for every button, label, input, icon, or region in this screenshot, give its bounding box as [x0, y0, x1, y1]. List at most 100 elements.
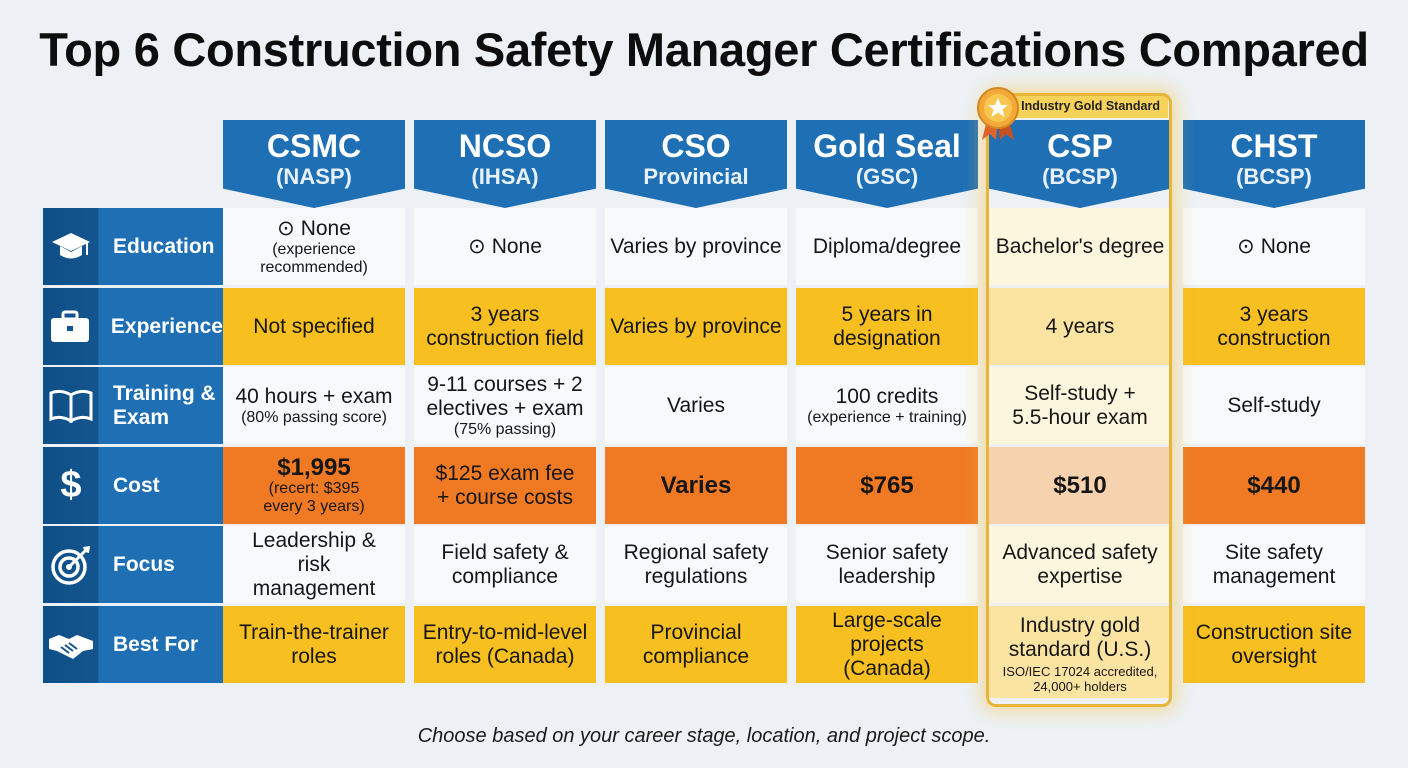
best-for-cell-chst: Construction site oversight	[1183, 606, 1365, 683]
footer-note: Choose based on your career stage, locat…	[417, 725, 991, 747]
cost-cell-csp: $510	[989, 447, 1171, 524]
column-header-ncso: NCSO (IHSA)	[414, 120, 596, 208]
row-header-experience: Experience	[43, 288, 223, 365]
cell-main: Site safety management	[1212, 540, 1336, 588]
cell-main: Advanced safety expertise	[1002, 540, 1158, 588]
dollar-sign-icon: $	[60, 464, 82, 506]
row-label: Education	[113, 234, 215, 258]
focus-cell-gold-seal: Senior safety leadership	[796, 526, 978, 603]
cost-cell-csmc: $1,995 (recert: $395 every 3 years)	[223, 447, 405, 524]
cost-cell-gold-seal: $765	[796, 447, 978, 524]
badge-label: Industry Gold Standard	[1021, 99, 1160, 113]
education-cell-ncso: ⊙ None	[414, 208, 596, 285]
cell-main: None	[300, 216, 351, 240]
cell-main: Industry gold standard (U.S.)	[1008, 614, 1152, 661]
cell-sub: (75% passing)	[453, 420, 557, 438]
cell-main: Self-study	[1227, 393, 1321, 417]
cell-main: Field safety & compliance	[441, 540, 569, 588]
training-cell-gold-seal: 100 credits (experience + training)	[796, 367, 978, 444]
column-header-chst: CHST (BCSP)	[1183, 120, 1365, 208]
row-label: Cost	[113, 473, 160, 497]
open-book-icon	[43, 367, 99, 444]
graduation-cap-icon	[43, 208, 99, 285]
focus-cell-cso: Regional safety regulations	[605, 526, 787, 603]
focus-cell-csmc: Leadership & risk management	[223, 526, 405, 603]
row-label: Experience	[110, 314, 223, 338]
handshake-icon	[43, 606, 99, 683]
column-name: CHST	[1230, 128, 1318, 164]
cell-main: Regional safety regulations	[623, 540, 769, 588]
cell-main: Train-the-trainer roles	[239, 620, 389, 668]
education-cell-csmc: ⊙ None (experience recommended)	[223, 208, 405, 285]
training-cell-ncso: 9-11 courses + 2 electives + exam (75% p…	[414, 367, 596, 444]
cell-main: Not specified	[253, 314, 375, 338]
training-cell-cso: Varies	[605, 367, 787, 444]
row-header-training: Training & Exam	[43, 367, 223, 444]
cell-sub: (recert: $395 every 3 years)	[263, 479, 365, 515]
cell-main: Provincial compliance	[642, 620, 750, 668]
gold-standard-badge: Industry Gold Standard	[992, 94, 1168, 118]
column-name: CSP	[1047, 128, 1113, 164]
row-label: Best For	[113, 632, 199, 656]
page-title: Top 6 Construction Safety Manager Certif…	[39, 23, 1369, 76]
cell-main: Leadership & risk management	[252, 528, 376, 600]
row-header-cost: $ Cost	[43, 447, 223, 524]
check-circle-icon: ⊙	[1237, 234, 1255, 258]
cell-main: 40 hours + exam	[235, 384, 393, 408]
cell-main: Diploma/degree	[812, 234, 962, 258]
column-org: (IHSA)	[471, 164, 539, 189]
cell-main: 5 years in designation	[833, 302, 941, 350]
cell-main: 9-11 courses + 2 electives + exam	[426, 372, 584, 420]
cell-main: Construction site oversight	[1195, 620, 1353, 668]
best-for-cell-ncso: Entry-to-mid-level roles (Canada)	[414, 606, 596, 683]
cost-cell-chst: $440	[1183, 447, 1365, 524]
training-cell-csp: Self-study + 5.5-hour exam	[989, 367, 1171, 444]
row-header-best-for: Best For	[43, 606, 223, 683]
education-cell-cso: Varies by province	[605, 208, 787, 285]
experience-cell-csmc: Not specified	[223, 288, 405, 365]
education-cell-csp: Bachelor's degree	[989, 208, 1171, 285]
column-org: (GSC)	[855, 164, 919, 189]
row-header-focus: Focus	[43, 526, 223, 603]
cell-main: Varies by province	[610, 234, 782, 258]
column-name: NCSO	[458, 128, 552, 164]
education-cell-gold-seal: Diploma/degree	[796, 208, 978, 285]
cell-main: $1,995	[277, 453, 351, 481]
cell-main: Bachelor's degree	[995, 234, 1165, 258]
cell-sub: (experience recommended)	[260, 240, 368, 276]
row-label: Training & Exam	[113, 381, 216, 429]
cost-cell-ncso: $125 exam fee + course costs	[414, 447, 596, 524]
column-header-csmc: CSMC (NASP)	[223, 120, 405, 208]
best-for-cell-csp: Industry gold standard (U.S.) ISO/IEC 17…	[989, 606, 1171, 698]
training-cell-csmc: 40 hours + exam (80% passing score)	[223, 367, 405, 444]
cost-cell-cso: Varies	[605, 447, 787, 524]
best-for-cell-gold-seal: Large-scale projects (Canada)	[796, 606, 978, 683]
cell-main: Varies	[667, 393, 725, 417]
cell-main: Entry-to-mid-level roles (Canada)	[422, 620, 588, 668]
cell-main: None	[1260, 234, 1311, 258]
cell-main: 3 years construction field	[426, 302, 584, 350]
cell-main: 3 years construction	[1217, 302, 1331, 350]
column-org: Provincial	[643, 164, 749, 189]
cell-main: Varies by province	[610, 314, 782, 338]
column-header-cso: CSO Provincial	[605, 120, 787, 208]
cell-main: Senior safety leadership	[825, 540, 949, 588]
cell-main: 100 credits	[835, 384, 939, 408]
column-name: CSO	[661, 128, 731, 164]
target-icon	[43, 526, 99, 603]
column-name: CSMC	[266, 128, 362, 164]
experience-cell-gold-seal: 5 years in designation	[796, 288, 978, 365]
check-circle-icon: ⊙	[277, 216, 295, 240]
star-medal-icon	[974, 86, 1022, 142]
cell-main: 4 years	[1045, 314, 1115, 338]
experience-cell-chst: 3 years construction	[1183, 288, 1365, 365]
focus-cell-chst: Site safety management	[1183, 526, 1365, 603]
column-header-gold-seal: Gold Seal (GSC)	[796, 120, 978, 208]
experience-cell-cso: Varies by province	[605, 288, 787, 365]
cell-sub: (experience + training)	[807, 408, 967, 426]
focus-cell-ncso: Field safety & compliance	[414, 526, 596, 603]
cell-main: Varies	[660, 471, 732, 499]
education-cell-chst: ⊙ None	[1183, 208, 1365, 285]
column-org: (BCSP)	[1236, 164, 1312, 189]
cell-main: Self-study + 5.5-hour exam	[1012, 381, 1148, 429]
